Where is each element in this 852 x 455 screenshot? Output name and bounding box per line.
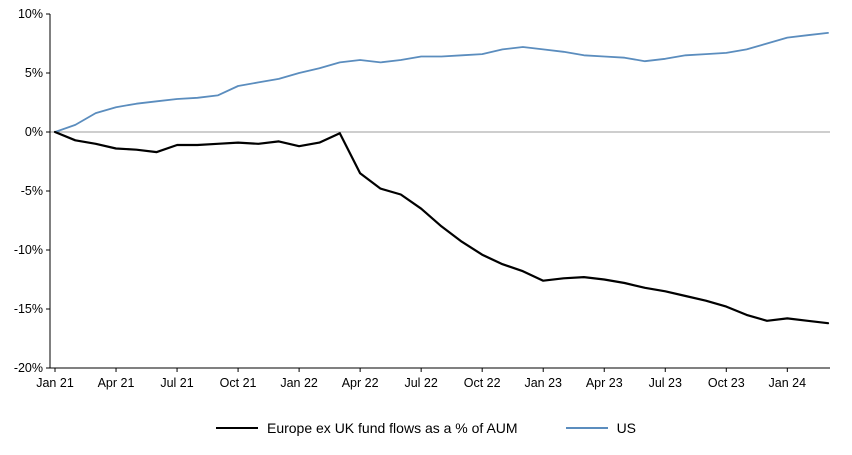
legend-item-europe: Europe ex UK fund flows as a % of AUM xyxy=(215,420,518,436)
x-tick-label: Oct 23 xyxy=(708,376,745,390)
europe-line-swatch xyxy=(215,427,258,429)
us-series-line xyxy=(54,32,829,133)
x-tick-label: Jul 21 xyxy=(160,376,193,390)
y-tick-label: -15% xyxy=(14,302,43,316)
chart-legend: Europe ex UK fund flows as a % of AUM US xyxy=(0,408,852,448)
y-tick-label: -10% xyxy=(14,243,43,257)
y-tick-label: 10% xyxy=(18,7,43,21)
y-tick-label: 5% xyxy=(25,66,43,80)
y-tick-label: -5% xyxy=(21,184,43,198)
x-tick-label: Apr 22 xyxy=(342,376,379,390)
legend-label-europe: Europe ex UK fund flows as a % of AUM xyxy=(266,420,518,436)
us-line-swatch xyxy=(565,427,608,429)
x-tick-label: Apr 21 xyxy=(98,376,135,390)
x-tick-label: Jan 21 xyxy=(36,376,74,390)
chart-plot-area: 10% 5% 0% -5% -10% -15% -20%Jan 21 Apr 21 Jul 21… xyxy=(14,7,830,390)
legend-label-us: US xyxy=(616,420,637,436)
y-tick-label: -20% xyxy=(14,361,43,375)
x-tick-label: Jul 23 xyxy=(649,376,682,390)
x-tick-label: Oct 21 xyxy=(220,376,257,390)
legend-item-us: US xyxy=(565,420,637,436)
x-tick-label: Jan 23 xyxy=(524,376,562,390)
x-tick-label: Apr 23 xyxy=(586,376,623,390)
europe-series-line xyxy=(53,130,830,325)
x-tick-label: Oct 22 xyxy=(464,376,501,390)
y-tick-label: 0% xyxy=(25,125,43,139)
x-tick-label: Jul 22 xyxy=(404,376,437,390)
x-tick-label: Jan 22 xyxy=(280,376,318,390)
x-tick-label: Jan 24 xyxy=(769,376,807,390)
